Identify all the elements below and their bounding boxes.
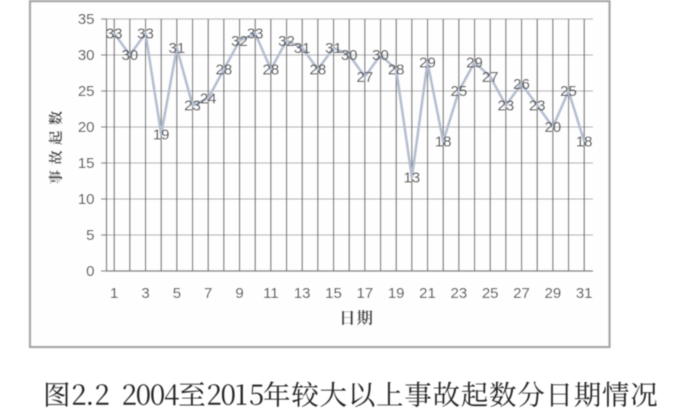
svg-text:28: 28 [310, 62, 327, 79]
svg-text:5: 5 [86, 227, 94, 244]
svg-text:18: 18 [435, 134, 452, 151]
svg-text:25: 25 [78, 83, 95, 100]
svg-text:35: 35 [78, 11, 95, 28]
svg-text:23: 23 [184, 98, 201, 115]
svg-text:31: 31 [576, 285, 593, 302]
svg-text:28: 28 [388, 62, 405, 79]
svg-text:10: 10 [78, 191, 95, 208]
svg-text:28: 28 [263, 62, 280, 79]
svg-text:5: 5 [173, 285, 181, 302]
svg-text:11: 11 [263, 285, 279, 302]
svg-text:29: 29 [545, 285, 562, 302]
svg-text:15: 15 [325, 285, 342, 302]
svg-text:23: 23 [529, 98, 546, 115]
svg-text:15: 15 [78, 155, 95, 172]
svg-text:27: 27 [513, 285, 530, 302]
svg-text:27: 27 [357, 69, 374, 86]
svg-text:20: 20 [545, 119, 562, 136]
svg-text:27: 27 [482, 69, 499, 86]
svg-text:33: 33 [247, 26, 264, 43]
svg-text:19: 19 [153, 126, 170, 143]
svg-text:29: 29 [419, 54, 436, 71]
svg-text:33: 33 [106, 26, 123, 43]
svg-text:28: 28 [216, 62, 233, 79]
svg-text:25: 25 [560, 83, 577, 100]
svg-text:29: 29 [466, 54, 483, 71]
svg-text:18: 18 [576, 134, 593, 151]
svg-text:21: 21 [419, 285, 436, 302]
svg-text:31: 31 [325, 40, 342, 57]
svg-text:7: 7 [204, 285, 212, 302]
svg-text:32: 32 [278, 33, 295, 50]
svg-text:17: 17 [357, 285, 374, 302]
svg-text:23: 23 [451, 285, 468, 302]
svg-text:0: 0 [86, 263, 94, 280]
svg-text:30: 30 [78, 47, 95, 64]
svg-text:25: 25 [451, 83, 468, 100]
svg-text:9: 9 [235, 285, 243, 302]
svg-text:33: 33 [137, 26, 154, 43]
svg-text:1: 1 [110, 285, 118, 302]
svg-text:3: 3 [141, 285, 149, 302]
svg-text:30: 30 [122, 47, 139, 64]
svg-text:31: 31 [294, 40, 311, 57]
svg-text:30: 30 [341, 47, 358, 64]
svg-text:20: 20 [78, 119, 95, 136]
svg-text:32: 32 [231, 33, 248, 50]
svg-text:13: 13 [404, 170, 421, 187]
svg-text:26: 26 [513, 76, 530, 93]
svg-text:25: 25 [482, 285, 499, 302]
svg-text:19: 19 [388, 285, 405, 302]
svg-text:13: 13 [294, 285, 311, 302]
svg-text:30: 30 [372, 47, 389, 64]
svg-text:23: 23 [498, 98, 515, 115]
svg-text:31: 31 [169, 40, 186, 57]
svg-text:24: 24 [200, 90, 217, 107]
